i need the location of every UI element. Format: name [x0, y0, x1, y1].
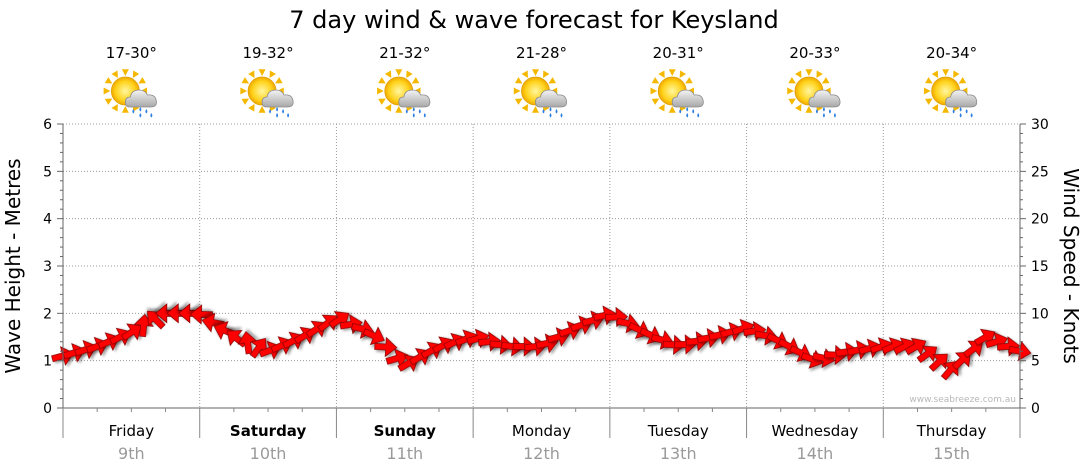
- day-date-label: 9th: [118, 444, 145, 463]
- day-labels: Friday 9th Saturday 10th Sunday 11th Monday 12t…: [109, 422, 987, 463]
- wind-arrow: [904, 337, 927, 356]
- right-tick-label: 0: [1031, 401, 1040, 417]
- partly-cloudy-showers-icon: [923, 69, 978, 118]
- wind-arrow: [500, 336, 525, 357]
- wind-arrow-series: [51, 303, 1032, 381]
- wind-arrow: [846, 340, 870, 360]
- day-date-label: 15th: [933, 444, 970, 463]
- day-name-label: Sunday: [374, 422, 437, 440]
- right-tick-label: 30: [1031, 117, 1049, 133]
- partly-cloudy-showers-icon: [513, 69, 568, 118]
- partly-cloudy-showers-icon: [787, 69, 841, 118]
- day-name-label: Friday: [109, 422, 155, 440]
- wind-arrow: [120, 323, 142, 341]
- partly-cloudy-showers-icon: [240, 69, 294, 118]
- left-tick-label: 0: [43, 401, 52, 417]
- temperature-range: 19-32°: [243, 44, 294, 62]
- chart-axes: 0 1 2 3 4 5 6 0 5 10 15 20 25 30: [43, 117, 1049, 438]
- day-date-label: 11th: [386, 444, 423, 463]
- right-tick-label: 5: [1031, 354, 1040, 370]
- partly-cloudy-showers-icon: [650, 69, 704, 118]
- day-date-label: 10th: [250, 444, 287, 463]
- wind-arrow: [996, 336, 1021, 357]
- temperature-range: 21-32°: [379, 44, 430, 62]
- day-name-label: Saturday: [230, 422, 307, 440]
- chart-grid: [63, 123, 1020, 408]
- temperature-range: 20-31°: [653, 44, 704, 62]
- temperature-row: 17-30° 19-32° 21-32° 21-28° 20-31° 20-33° 20-3…: [106, 44, 977, 62]
- wind-arrow: [466, 328, 490, 349]
- right-tick-label: 15: [1031, 259, 1049, 275]
- wind-arrow: [928, 353, 948, 372]
- wind-arrow: [662, 334, 686, 355]
- left-tick-label: 5: [43, 164, 52, 180]
- wind-arrow: [604, 306, 629, 328]
- wind-arrow: [823, 344, 848, 366]
- wind-arrow: [512, 336, 536, 357]
- left-tick-label: 3: [43, 259, 52, 275]
- temperature-range: 17-30°: [106, 44, 157, 62]
- day-name-label: Thursday: [916, 422, 987, 440]
- wind-arrow: [362, 326, 385, 346]
- left-tick-label: 4: [43, 212, 52, 228]
- partly-cloudy-showers-icon: [377, 69, 431, 118]
- wind-arrow: [74, 339, 98, 360]
- wind-arrow: [835, 341, 859, 362]
- right-tick-label: 10: [1031, 306, 1049, 322]
- left-tick-label: 2: [43, 306, 52, 322]
- right-axis-title: Wind Speed - Knots: [1059, 168, 1080, 364]
- watermark: www.seabreeze.com.au: [909, 395, 1016, 405]
- left-axis-title: Wave Height - Metres: [1, 158, 25, 373]
- wind-arrow: [443, 332, 466, 352]
- wind-arrow: [489, 334, 513, 355]
- wind-arrow: [374, 336, 398, 358]
- wind-arrow: [916, 345, 938, 364]
- left-tick-label: 6: [43, 117, 52, 133]
- day-name-label: Monday: [512, 422, 571, 440]
- day-date-label: 12th: [523, 444, 560, 463]
- chart-title: 7 day wind & wave forecast for Keysland: [289, 6, 778, 34]
- right-tick-label: 20: [1031, 212, 1049, 228]
- day-date-label: 14th: [797, 444, 834, 463]
- wind-arrow: [431, 336, 454, 355]
- temperature-range: 20-33°: [789, 44, 840, 62]
- wind-arrow: [858, 338, 882, 359]
- partly-cloudy-showers-icon: [103, 69, 157, 118]
- day-name-label: Tuesday: [647, 422, 709, 440]
- temperature-range: 21-28°: [516, 44, 567, 62]
- right-tick-label: 25: [1031, 164, 1049, 180]
- day-name-label: Wednesday: [772, 422, 859, 440]
- day-date-label: 13th: [660, 444, 697, 463]
- left-tick-label: 1: [43, 354, 52, 370]
- temperature-range: 20-34°: [926, 44, 977, 62]
- weather-icon-row: [103, 69, 978, 118]
